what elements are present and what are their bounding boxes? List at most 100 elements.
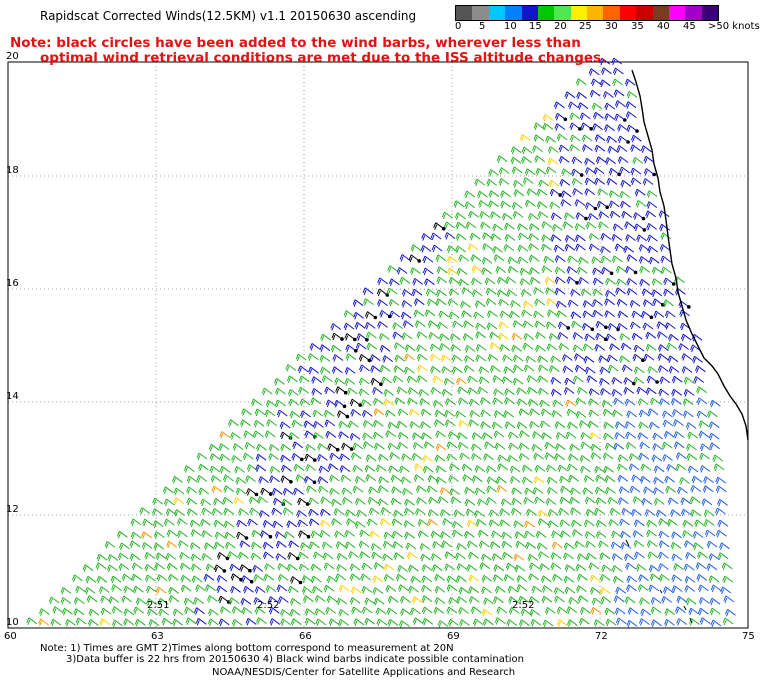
wind-barb — [134, 618, 146, 627]
wind-barb — [578, 617, 590, 626]
wind-barb — [564, 243, 576, 252]
wind-barb — [646, 540, 658, 548]
wind-barb — [121, 573, 133, 582]
wind-barb — [591, 256, 603, 265]
wind-barb — [517, 244, 529, 253]
wind-barb — [312, 432, 324, 440]
wind-barb — [172, 475, 183, 484]
contamination-dot — [353, 337, 357, 342]
wind-barb — [408, 408, 420, 417]
wind-barb — [325, 430, 337, 439]
wind-barb — [310, 397, 321, 405]
wind-barb — [548, 179, 560, 188]
wind-barb — [448, 597, 459, 605]
wind-barb — [383, 574, 395, 582]
wind-barb — [277, 563, 288, 571]
wind-barb — [671, 409, 683, 417]
wind-barb — [717, 552, 729, 560]
wind-barb — [512, 377, 524, 386]
wind-barb — [386, 287, 398, 296]
wind-barb — [247, 518, 258, 527]
wind-barb — [706, 540, 718, 549]
contamination-dot — [313, 458, 317, 462]
wind-barb — [355, 342, 367, 351]
wind-barb — [437, 620, 449, 628]
wind-barb — [461, 310, 472, 318]
wind-barb — [268, 596, 279, 604]
wind-barb — [543, 255, 555, 264]
wind-barb — [486, 476, 498, 485]
wind-barb — [118, 563, 130, 571]
wind-barb — [161, 617, 173, 626]
wind-barb — [625, 431, 636, 440]
wind-barb — [510, 300, 521, 308]
wind-barb — [321, 375, 333, 383]
wind-barb — [552, 573, 563, 582]
wind-barb — [484, 277, 496, 286]
wind-barb — [65, 619, 76, 627]
wind-barb — [677, 486, 688, 495]
wind-barb — [387, 421, 399, 430]
wind-barb — [218, 618, 230, 627]
wind-barb — [121, 595, 132, 604]
wind-barb — [275, 387, 286, 396]
wind-barb — [493, 596, 504, 604]
wind-barb — [559, 519, 571, 528]
wind-barb — [219, 431, 231, 439]
wind-barb — [663, 299, 674, 307]
wind-barb — [620, 179, 632, 188]
wind-barb — [614, 421, 626, 429]
wind-barb — [399, 276, 411, 285]
wind-barb — [358, 388, 370, 397]
wind-barb — [522, 300, 534, 309]
wind-barb — [360, 399, 372, 407]
wind-barb — [434, 597, 446, 605]
wind-barb — [501, 551, 513, 560]
wind-barb — [475, 354, 487, 363]
wind-barb — [168, 586, 179, 595]
wind-barb — [488, 169, 499, 177]
credit-line: NOAA/NESDIS/Center for Satellite Applica… — [212, 667, 516, 678]
wind-barb — [451, 366, 463, 374]
wind-barb — [282, 507, 294, 515]
wind-barb — [633, 376, 645, 385]
wind-barb — [379, 518, 391, 526]
wind-barb — [313, 551, 324, 560]
wind-barb — [455, 221, 467, 230]
wind-barb — [697, 551, 708, 559]
wind-barb — [248, 496, 260, 504]
wind-barb — [511, 344, 522, 353]
wind-barb — [408, 585, 419, 594]
wind-barb — [584, 366, 596, 375]
wind-barb — [468, 210, 479, 219]
lat-label: 18 — [6, 165, 19, 176]
wind-barb — [477, 529, 489, 538]
wind-barb — [587, 420, 599, 429]
wind-barb — [618, 486, 630, 494]
wind-barb — [682, 519, 694, 528]
wind-barb — [518, 619, 530, 627]
wind-barb — [514, 564, 526, 573]
wind-barb — [709, 399, 721, 408]
wind-barb — [341, 487, 353, 496]
wind-barb — [507, 585, 519, 594]
wind-barb — [590, 78, 602, 87]
wind-barb — [352, 442, 364, 451]
wind-barb — [195, 617, 207, 626]
lon-label: 60 — [4, 631, 17, 642]
wind-barb — [354, 321, 366, 330]
wind-barb — [258, 510, 270, 518]
wind-barb — [600, 596, 612, 604]
wind-barb — [575, 78, 587, 86]
wind-barb — [623, 245, 634, 254]
wind-barb — [574, 234, 586, 242]
wind-barb — [556, 606, 568, 615]
island — [625, 539, 693, 624]
wind-barb — [617, 474, 629, 483]
wind-barb — [235, 477, 247, 485]
lon-label: 69 — [447, 631, 460, 642]
wind-barb — [652, 443, 663, 451]
wind-barb — [559, 496, 571, 505]
wind-barb — [172, 618, 183, 627]
wind-barb — [692, 531, 704, 539]
